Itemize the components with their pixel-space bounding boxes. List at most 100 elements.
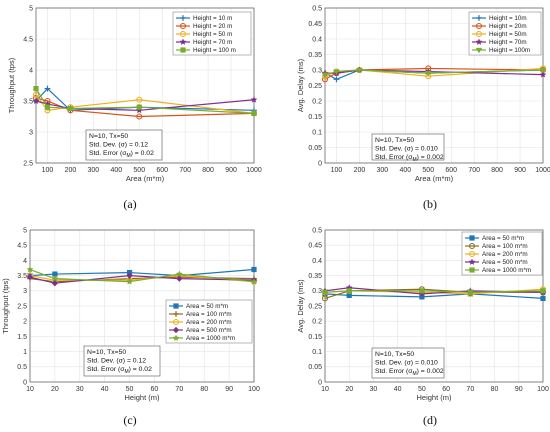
data-point — [539, 67, 547, 74]
x-tick-label: 600 — [445, 167, 457, 174]
data-point — [136, 104, 142, 110]
x-tick-label: 100 — [537, 386, 549, 393]
data-point — [175, 270, 183, 278]
y-tick-label: 0.35 — [308, 52, 322, 59]
y-tick-label: 0.2 — [312, 98, 322, 105]
legend-marker — [476, 15, 482, 21]
y-tick-label: 3.5 — [17, 273, 27, 280]
x-tick-label: 800 — [491, 167, 503, 174]
y-tick-label: 0.05 — [308, 364, 322, 371]
series-5 — [26, 265, 258, 285]
x-tick-label: 300 — [88, 167, 100, 174]
legend-box — [172, 11, 252, 56]
x-tick-label: 60 — [442, 386, 450, 393]
stats-line-1: N=10, Tx=50 — [375, 351, 414, 358]
legend-label: Height = 10 m — [193, 15, 232, 22]
panel-label: (d) — [423, 413, 437, 427]
series-5 — [321, 67, 547, 79]
y-axis-label: Throughput (tps) — [1, 278, 10, 334]
x-tick-label: 10 — [26, 386, 34, 393]
stats-frame — [371, 133, 445, 161]
x-tick-label: 20 — [345, 386, 353, 393]
stats-line-3-start: Std. Error (σ — [89, 150, 127, 157]
stats-line-3-end: ) = 0.002 — [417, 368, 444, 375]
stats-line-1: N=10, Tx=50 — [89, 133, 128, 140]
x-tick-label: 700 — [179, 167, 191, 174]
y-tick-label: 2.5 — [17, 303, 27, 310]
legend-marker — [468, 242, 476, 250]
stats-line-3-end: ) = 0.02 — [129, 366, 152, 373]
panel-label: (b) — [423, 197, 437, 211]
legend-label: Area = 1000 m*m — [482, 267, 531, 274]
y-tick-label: 0.1 — [312, 349, 322, 356]
stats-line-3: Std. Error (σM) = 0.002 — [375, 368, 444, 377]
y-tick-label: 0.3 — [312, 288, 322, 295]
y-tick-label: 0.45 — [308, 21, 322, 28]
legend-label: Height = 50m — [489, 31, 527, 38]
x-tick-label: 40 — [394, 386, 402, 393]
x-tick-label: 200 — [354, 167, 366, 174]
x-tick-label: 100 — [331, 167, 343, 174]
stats-line-1: N=10, Tx=50 — [375, 137, 414, 144]
x-tick-label: 30 — [76, 386, 84, 393]
data-point — [424, 70, 432, 77]
y-tick-label: 0.5 — [312, 5, 322, 12]
legend-marker — [172, 318, 180, 326]
stats-line-3-start: Std. Error (σ — [375, 154, 413, 161]
y-tick-label: 1 — [23, 349, 27, 356]
stats-frame — [371, 347, 445, 379]
stats-line-1: N=10, Tx=50 — [87, 349, 126, 356]
legend-marker — [173, 303, 179, 309]
x-tick-label: 50 — [126, 386, 134, 393]
stats-line-3-end: ) = 0.02 — [131, 150, 154, 157]
data-point — [32, 97, 40, 104]
x-tick-label: 60 — [151, 386, 159, 393]
legend-marker — [468, 250, 476, 258]
legend-marker — [469, 267, 475, 273]
legend-label: Area = 500 m*m — [482, 259, 528, 266]
y-tick-label: 0 — [318, 160, 322, 167]
legend-label: Height = 70 m — [193, 39, 232, 46]
stats-line-3: Std. Error (σM) = 0.02 — [87, 366, 152, 375]
x-tick-label: 70 — [175, 386, 183, 393]
series-5 — [322, 288, 546, 295]
x-tick-label: 500 — [422, 167, 434, 174]
y-tick-label: 0.1 — [312, 129, 322, 136]
x-tick-label: 100 — [248, 386, 260, 393]
plot-frame — [324, 229, 544, 383]
legend-marker — [475, 22, 483, 30]
legend-marker — [475, 30, 483, 38]
legend-label: Height = 50 m — [193, 31, 232, 38]
data-point — [136, 96, 143, 103]
legend-label: Area = 50 m*m — [186, 303, 228, 310]
stats-subscript: M — [412, 157, 416, 163]
y-tick-label: 0.25 — [308, 303, 322, 310]
y-tick-label: 0.15 — [308, 334, 322, 341]
y-tick-label: 5 — [29, 5, 33, 12]
legend-marker — [180, 47, 186, 53]
data-point — [136, 113, 143, 120]
series-4 — [26, 272, 258, 287]
x-tick-label: 90 — [515, 386, 523, 393]
data-point — [540, 288, 546, 294]
chart-panel-b: 100 200 300 400 500 600 700 800 900 1000 0 0.05 0.1 0… — [296, 5, 550, 183]
y-tick-label: 0.45 — [308, 243, 322, 250]
legend-marker — [468, 258, 476, 265]
legend-marker — [179, 38, 187, 45]
x-tick-label: 90 — [225, 386, 233, 393]
stats-subscript: M — [126, 153, 130, 159]
data-point — [250, 278, 258, 285]
legend-marker — [475, 38, 483, 45]
y-tick-label: 3.5 — [23, 98, 33, 105]
x-tick-label: 80 — [491, 386, 499, 393]
legend-marker — [172, 334, 180, 341]
stats-line-3-start: Std. Error (σ — [87, 366, 125, 373]
y-tick-label: 0.25 — [308, 83, 322, 90]
stats-subscript: M — [124, 369, 128, 375]
y-tick-label: 0 — [318, 379, 322, 386]
